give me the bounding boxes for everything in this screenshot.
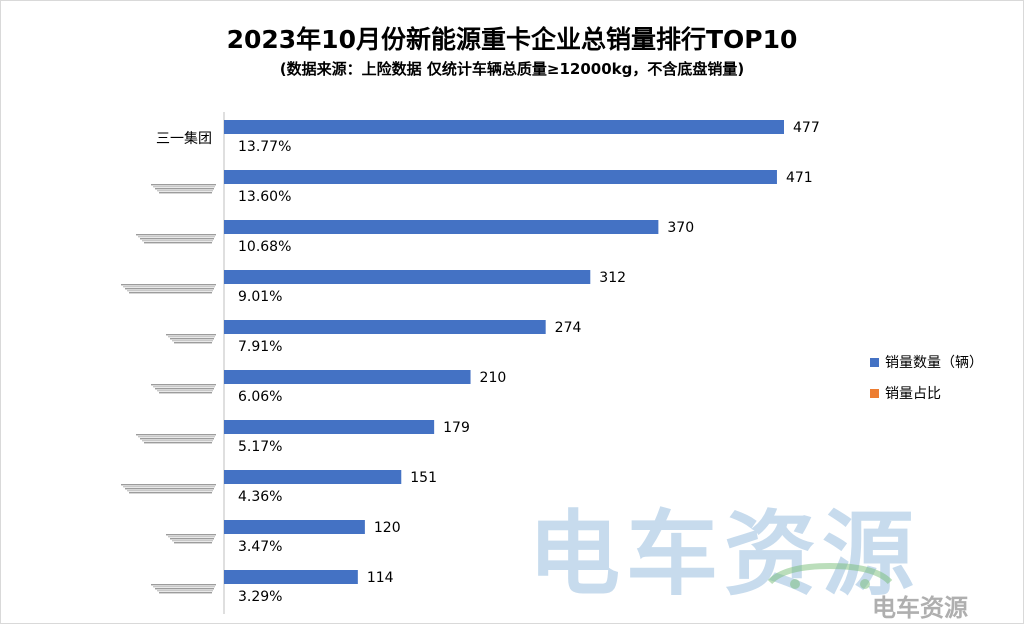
- redacted-category-label: [151, 184, 216, 194]
- data-label-sales-share: 13.77%: [238, 139, 291, 155]
- redacted-category-label: [136, 434, 216, 444]
- data-label-sales-count: 312: [599, 270, 626, 286]
- data-label-sales-share: 4.36%: [238, 489, 282, 505]
- data-label-sales-share: 3.47%: [238, 539, 282, 555]
- bar-sales-count: [224, 320, 546, 334]
- category-label: 三一集团: [156, 130, 212, 147]
- data-label-sales-count: 274: [555, 320, 582, 336]
- watermark-small-logo: 电车资源: [872, 594, 968, 622]
- data-label-sales-share: 10.68%: [238, 239, 291, 255]
- bar-sales-count: [224, 270, 591, 284]
- bar-sales-count: [224, 370, 471, 384]
- redacted-category-label: [121, 484, 216, 494]
- bar-sales-count: [224, 170, 777, 184]
- data-label-sales-share: 3.29%: [238, 589, 282, 605]
- data-label-sales-share: 6.06%: [238, 389, 282, 405]
- data-label-sales-count: 151: [410, 470, 437, 486]
- watermark-car-icon: [767, 562, 893, 589]
- bar-sales-count: [224, 470, 402, 484]
- data-label-sales-count: 114: [367, 570, 394, 586]
- data-label-sales-share: 9.01%: [238, 289, 282, 305]
- redacted-category-label: [121, 284, 216, 294]
- redacted-category-label: [166, 534, 216, 544]
- bar-sales-count: [224, 120, 784, 134]
- legend-item-sales-count: 销量数量（辆）: [870, 352, 983, 372]
- bar-sales-count: [224, 570, 358, 584]
- data-label-sales-count: 370: [667, 220, 694, 236]
- watermark-logo: 电车资源: [528, 501, 921, 608]
- bar-sales-count: [224, 220, 659, 234]
- redacted-category-label: [166, 334, 216, 344]
- data-label-sales-share: 5.17%: [238, 439, 282, 455]
- legend-label-sales-share: 销量占比: [885, 386, 941, 402]
- chart-title: 2023年10月份新能源重卡企业总销量排行TOP10: [226, 25, 798, 54]
- legend-swatch-sales-count: [870, 357, 879, 367]
- data-label-sales-count: 120: [374, 520, 401, 536]
- legend-item-sales-share: 销量占比: [870, 383, 941, 403]
- redacted-category-label: [151, 384, 216, 394]
- legend-swatch-sales-share: [870, 388, 879, 398]
- redacted-category-label: [151, 584, 216, 594]
- data-label-sales-count: 210: [480, 370, 507, 386]
- bar-sales-count: [224, 420, 435, 434]
- chart-subtitle: (数据来源：上险数据 仅统计车辆总质量≥12000kg，不含底盘销量): [279, 60, 745, 78]
- redacted-category-label: [136, 234, 216, 244]
- data-label-sales-share: 7.91%: [238, 339, 282, 355]
- data-label-sales-share: 13.60%: [238, 189, 291, 205]
- bar-sales-count: [224, 520, 365, 534]
- data-label-sales-count: 471: [786, 170, 813, 186]
- data-label-sales-count: 477: [793, 120, 820, 136]
- legend-label-sales-count: 销量数量（辆）: [885, 355, 983, 371]
- data-label-sales-count: 179: [443, 420, 470, 436]
